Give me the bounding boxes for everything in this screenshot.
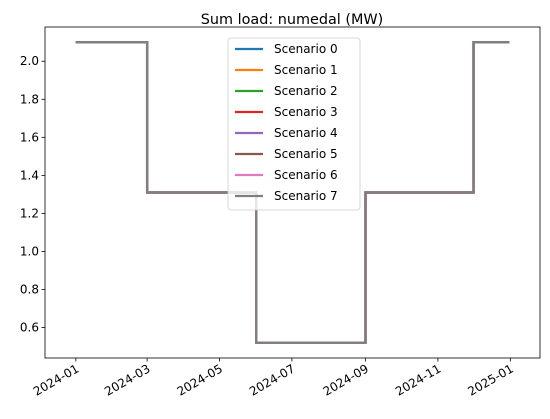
chart-title: Sum load: numedal (MW) (201, 12, 384, 28)
y-tick-label: 1.0 (20, 244, 39, 258)
x-axis: 2024-01 2024-03 2024-05 2024-07 2024-09 2024-… (31, 358, 516, 399)
x-tick-label: 2024-07 (247, 361, 297, 398)
y-tick-label: 1.4 (20, 168, 39, 182)
y-tick-label: 1.2 (20, 206, 39, 220)
legend-label-4: Scenario 4 (274, 126, 338, 140)
x-tick-label: 2024-01 (31, 361, 81, 398)
legend-label-7: Scenario 7 (274, 189, 338, 203)
x-tick-label: 2024-09 (321, 361, 371, 398)
y-tick-label: 2.0 (20, 54, 39, 68)
legend-label-3: Scenario 3 (274, 105, 338, 119)
legend-label-1: Scenario 1 (274, 63, 338, 77)
y-tick-label: 1.8 (20, 92, 39, 106)
legend-label-0: Scenario 0 (274, 42, 338, 56)
x-tick-label: 2024-11 (393, 361, 443, 398)
legend-box (227, 37, 361, 211)
y-tick-label: 0.8 (20, 283, 39, 297)
y-tick-label: 0.6 (20, 321, 39, 335)
plot-area-frame (44, 26, 541, 359)
legend-label-6: Scenario 6 (274, 168, 338, 182)
legend-label-2: Scenario 2 (274, 84, 338, 98)
legend-label-5: Scenario 5 (274, 147, 338, 161)
x-tick-label: 2024-03 (102, 361, 152, 398)
x-tick-label: 2024-05 (175, 361, 225, 398)
x-tick-label: 2025-01 (465, 361, 515, 398)
plot-lines (75, 41, 510, 344)
y-axis: 0.6 0.8 1.0 1.2 1.4 1.6 1.8 2.0 (20, 54, 45, 335)
series-line-7 (75, 41, 510, 344)
legend: Scenario 0 Scenario 1 Scenario 2 Scenario 3… (227, 37, 361, 211)
y-tick-label: 1.6 (20, 130, 39, 144)
